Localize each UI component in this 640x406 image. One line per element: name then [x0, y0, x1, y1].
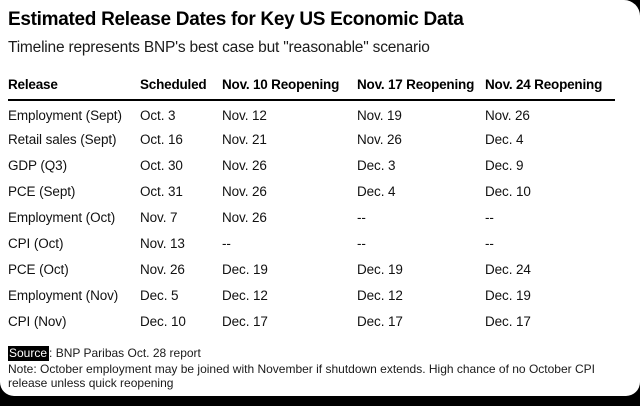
cell-nov10: Dec. 17	[222, 313, 268, 329]
note-text: Note: October employment may be joined w…	[8, 362, 595, 390]
source-label: Source	[8, 346, 50, 361]
cell-nov17: Dec. 17	[357, 313, 403, 329]
page-title: Estimated Release Dates for Key US Econo…	[8, 9, 464, 30]
cell-scheduled: Oct. 16	[140, 131, 183, 147]
cell-nov24: --	[485, 235, 494, 251]
cell-nov17: Nov. 26	[357, 131, 402, 147]
cell-nov17: --	[357, 209, 366, 225]
cell-nov17: Dec. 4	[357, 183, 396, 199]
cell-nov24: Dec. 19	[485, 287, 531, 303]
cell-release: Employment (Nov)	[8, 287, 119, 303]
column-header-release: Release	[8, 77, 140, 101]
cell-nov17: --	[357, 235, 366, 251]
cell-release: CPI (Nov)	[8, 313, 67, 329]
cell-nov17: Nov. 19	[357, 107, 402, 123]
cell-nov10: --	[222, 235, 231, 251]
column-header-scheduled: Scheduled	[140, 77, 222, 101]
table-row: PCE (Sept) Oct. 31 Nov. 26 Dec. 4 Dec. 1…	[8, 178, 615, 204]
cell-scheduled: Oct. 3	[140, 107, 176, 123]
table-row: GDP (Q3) Oct. 30 Nov. 26 Dec. 3 Dec. 9	[8, 152, 615, 178]
table-row: Employment (Nov) Dec. 5 Dec. 12 Dec. 12 …	[8, 282, 615, 308]
cell-scheduled: Oct. 31	[140, 183, 183, 199]
cell-nov17: Dec. 19	[357, 261, 403, 277]
cell-nov24: --	[485, 209, 494, 225]
column-header-nov24: Nov. 24 Reopening	[485, 77, 615, 101]
cell-release: CPI (Oct)	[8, 235, 64, 251]
cell-nov24: Dec. 4	[485, 131, 524, 147]
table-row: CPI (Nov) Dec. 10 Dec. 17 Dec. 17 Dec. 1…	[8, 308, 615, 334]
cell-nov24: Dec. 24	[485, 261, 531, 277]
cell-nov10: Nov. 26	[222, 183, 267, 199]
cell-scheduled: Dec. 5	[140, 287, 179, 303]
cell-scheduled: Nov. 13	[140, 235, 185, 251]
cell-release: GDP (Q3)	[8, 157, 67, 173]
table-row: CPI (Oct) Nov. 13 -- -- --	[8, 230, 615, 256]
cell-scheduled: Dec. 10	[140, 313, 186, 329]
cell-nov10: Nov. 12	[222, 107, 267, 123]
cell-nov10: Nov. 26	[222, 157, 267, 173]
cell-scheduled: Nov. 26	[140, 261, 185, 277]
cell-nov10: Dec. 19	[222, 261, 268, 277]
source-line: Source: BNP Paribas Oct. 28 report	[8, 346, 632, 361]
table-card: Estimated Release Dates for Key US Econo…	[0, 0, 640, 396]
cell-nov10: Nov. 26	[222, 209, 267, 225]
column-header-nov17: Nov. 17 Reopening	[357, 77, 485, 101]
cell-release: PCE (Oct)	[8, 261, 69, 277]
cell-release: Employment (Sept)	[8, 107, 122, 123]
table-row: Retail sales (Sept) Oct. 16 Nov. 21 Nov.…	[8, 126, 615, 152]
cell-release: PCE (Sept)	[8, 183, 76, 199]
cell-scheduled: Oct. 30	[140, 157, 183, 173]
cell-nov10: Dec. 12	[222, 287, 268, 303]
cell-nov17: Dec. 3	[357, 157, 396, 173]
cell-nov24: Nov. 26	[485, 107, 530, 123]
release-dates-table: Release Scheduled Nov. 10 Reopening Nov.…	[8, 77, 615, 334]
cell-nov24: Dec. 10	[485, 183, 531, 199]
table-header-row: Release Scheduled Nov. 10 Reopening Nov.…	[8, 77, 615, 101]
cell-nov24: Dec. 9	[485, 157, 524, 173]
column-header-nov10: Nov. 10 Reopening	[222, 77, 357, 101]
cell-nov24: Dec. 17	[485, 313, 531, 329]
page-subtitle: Timeline represents BNP's best case but …	[8, 39, 430, 56]
cell-nov10: Nov. 21	[222, 131, 267, 147]
cell-release: Retail sales (Sept)	[8, 131, 117, 147]
table-row: Employment (Oct) Nov. 7 Nov. 26 -- --	[8, 204, 615, 230]
table-row: PCE (Oct) Nov. 26 Dec. 19 Dec. 19 Dec. 2…	[8, 256, 615, 282]
source-text: : BNP Paribas Oct. 28 report	[49, 346, 201, 360]
cell-scheduled: Nov. 7	[140, 209, 178, 225]
cell-nov17: Dec. 12	[357, 287, 403, 303]
cell-release: Employment (Oct)	[8, 209, 116, 225]
table-row: Employment (Sept) Oct. 3 Nov. 12 Nov. 19…	[8, 100, 615, 126]
